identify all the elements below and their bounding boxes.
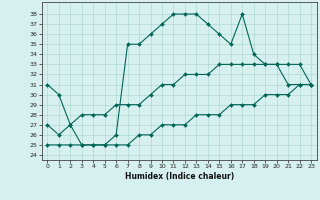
X-axis label: Humidex (Indice chaleur): Humidex (Indice chaleur) bbox=[124, 172, 234, 181]
